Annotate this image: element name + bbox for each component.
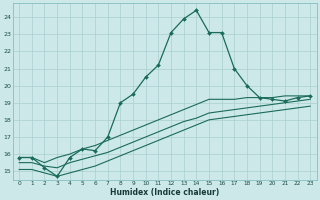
X-axis label: Humidex (Indice chaleur): Humidex (Indice chaleur) bbox=[110, 188, 219, 197]
